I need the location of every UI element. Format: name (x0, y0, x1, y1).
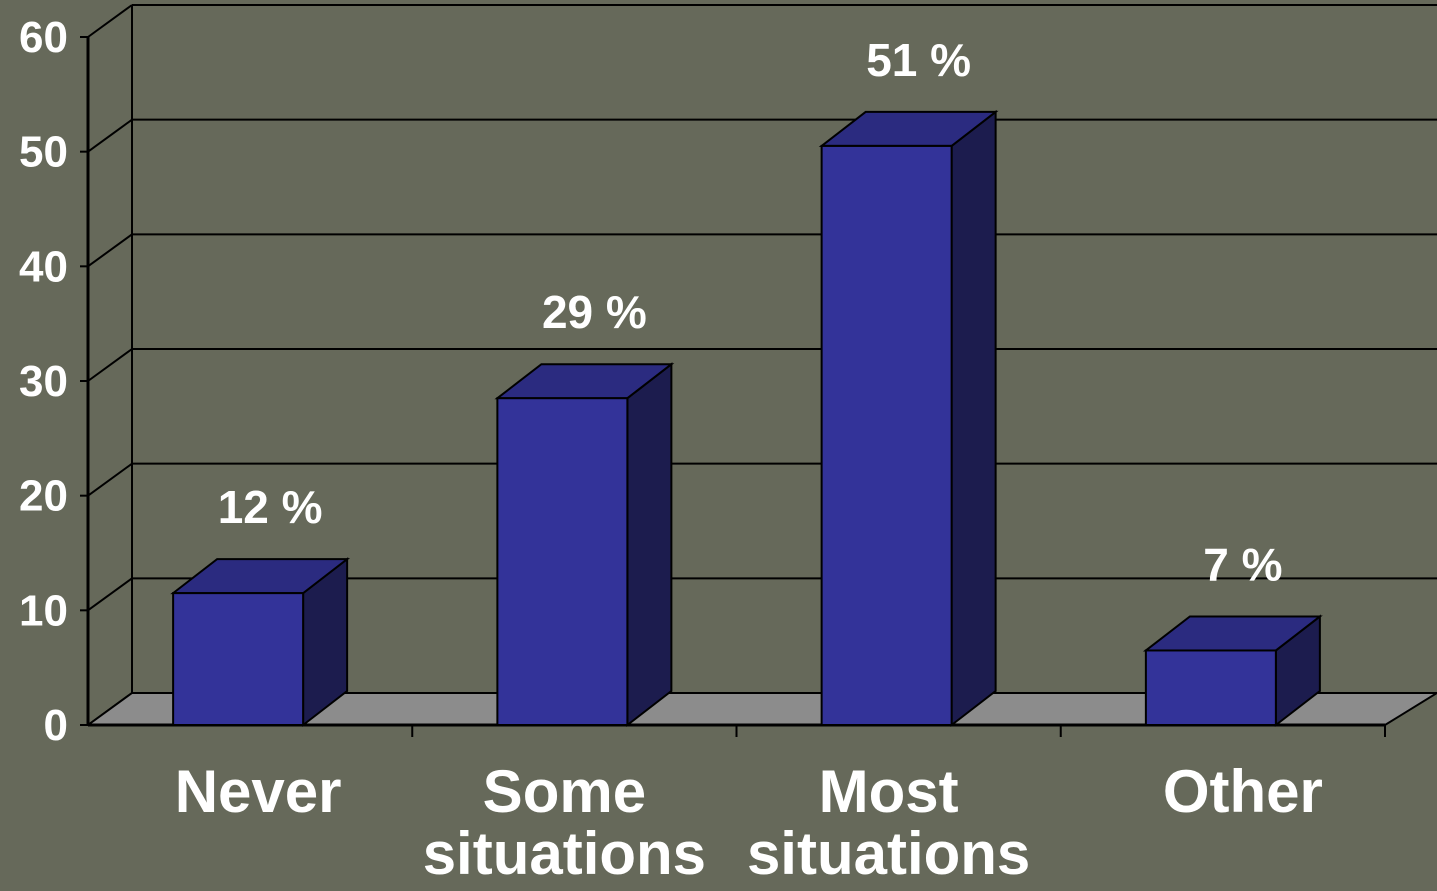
y-axis-ticks: 0 10 20 30 40 50 60 (19, 13, 1386, 750)
bar (1144, 649, 1277, 727)
data-label: 29 % (542, 286, 647, 338)
chart-gridlines (87, 4, 1437, 726)
x-category-label-line: Most (819, 758, 959, 825)
x-category-label-line: situations (747, 820, 1030, 887)
data-label: 12 % (218, 481, 323, 533)
y-tick-label: 30 (19, 357, 68, 406)
chart-bars (170, 109, 1323, 728)
y-tick-label: 50 (19, 128, 68, 177)
chart-data-labels: 12 % 29 % 51 % 7 % (218, 34, 1283, 591)
gridline-side (87, 233, 133, 268)
x-category-label: Most situations (747, 758, 1030, 887)
y-tick-label: 10 (19, 586, 68, 635)
x-category-label: Some situations (423, 758, 706, 887)
gridline-side (87, 118, 133, 153)
bar-side (626, 362, 673, 728)
x-category-label: Other (1163, 758, 1323, 825)
y-tick-label: 0 (44, 701, 68, 750)
y-tick-label: 20 (19, 472, 68, 521)
bar (496, 397, 629, 726)
y-tick-label: 40 (19, 242, 68, 291)
x-category-label-line: Never (175, 758, 342, 825)
gridline-side (87, 577, 133, 612)
bar (820, 144, 953, 726)
gridline-side (87, 348, 133, 382)
y-tick-label: 60 (19, 13, 68, 62)
data-label: 7 % (1203, 538, 1282, 590)
x-category-label-line: Other (1163, 758, 1323, 825)
bar (172, 592, 305, 727)
x-category-label: Never (175, 758, 342, 825)
gridline-side (87, 4, 133, 38)
bar-side (950, 109, 997, 728)
data-label: 51 % (866, 34, 971, 86)
x-category-label-line: Some (483, 758, 646, 825)
gridline-side (87, 462, 133, 497)
x-category-label-line: situations (423, 820, 706, 887)
